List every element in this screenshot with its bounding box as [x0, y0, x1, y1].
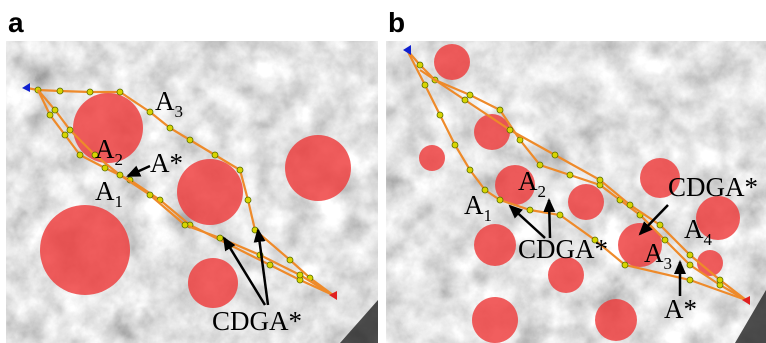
arrow: [549, 200, 550, 238]
map: [6, 41, 378, 343]
annotation: A*: [664, 294, 697, 324]
panel-label: a: [8, 7, 24, 38]
annotation: A*: [150, 148, 183, 178]
panel-a: a A3 A2 A* A1 CDGA*: [6, 7, 378, 343]
annotation: CDGA*: [668, 172, 758, 202]
annotation: CDGA*: [518, 234, 608, 264]
panel-label: b: [388, 7, 405, 38]
figure: a A3 A2 A* A1 CDGA* b: [0, 0, 766, 343]
panel-b: b A2 A1 CDGA* CDGA*: [386, 7, 766, 343]
annotation: CDGA*: [212, 306, 302, 336]
